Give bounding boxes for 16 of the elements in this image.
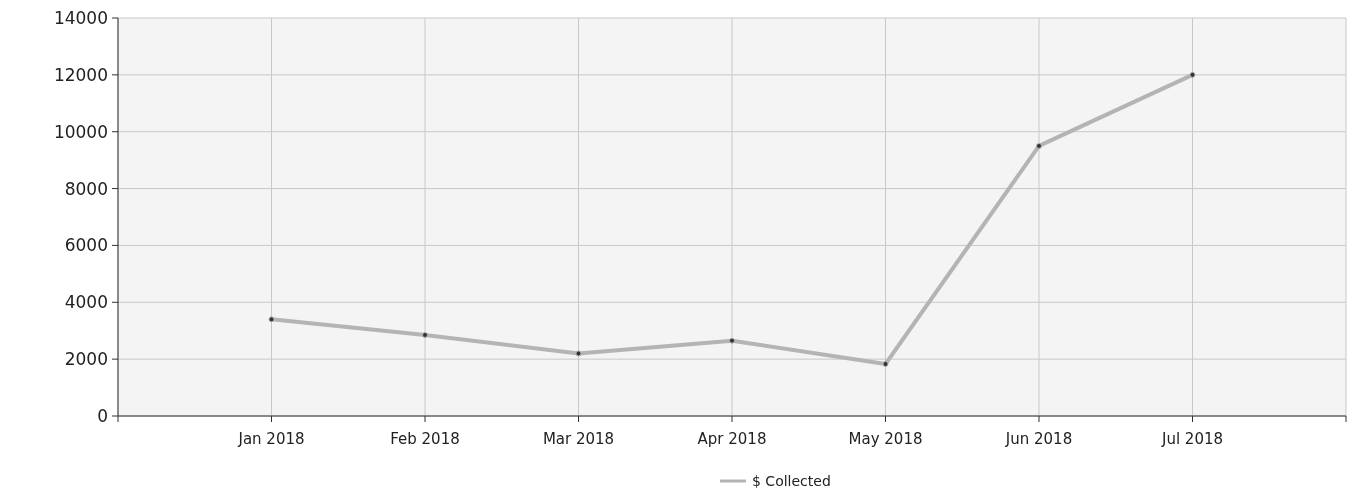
x-tick-label: Feb 2018 bbox=[390, 430, 460, 448]
y-tick-label: 4000 bbox=[64, 292, 108, 313]
x-tick-label: Mar 2018 bbox=[542, 430, 615, 448]
y-tick-label: 10000 bbox=[53, 121, 108, 142]
x-tick-label: Apr 2018 bbox=[697, 430, 767, 448]
y-tick-label: 14000 bbox=[53, 7, 108, 28]
y-tick-label: 12000 bbox=[53, 64, 108, 85]
y-tick-label: 0 bbox=[97, 405, 108, 426]
x-tick-label: May 2018 bbox=[848, 430, 923, 448]
y-tick-label: 6000 bbox=[64, 235, 108, 256]
legend-label: $ Collected bbox=[752, 472, 831, 489]
y-tick-label: 2000 bbox=[64, 349, 108, 370]
x-tick-label: Jul 2018 bbox=[1160, 430, 1224, 448]
x-tick-label: Jun 2018 bbox=[1004, 430, 1073, 448]
x-tick-label: Jan 2018 bbox=[237, 430, 305, 448]
y-tick-label: 8000 bbox=[64, 178, 108, 199]
